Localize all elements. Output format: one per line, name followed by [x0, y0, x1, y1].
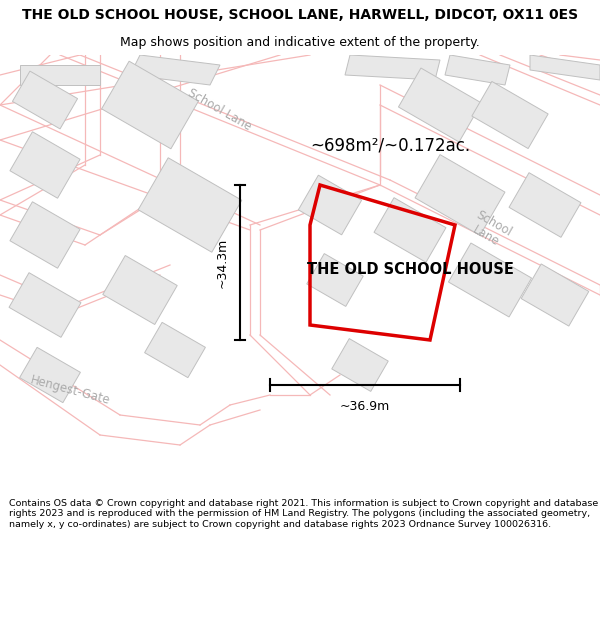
Polygon shape — [307, 254, 363, 306]
Polygon shape — [9, 272, 81, 338]
Polygon shape — [472, 81, 548, 149]
Polygon shape — [415, 154, 505, 236]
Polygon shape — [345, 55, 440, 80]
Text: Contains OS data © Crown copyright and database right 2021. This information is : Contains OS data © Crown copyright and d… — [9, 499, 598, 529]
Polygon shape — [374, 198, 446, 262]
Polygon shape — [145, 322, 205, 378]
Polygon shape — [10, 132, 80, 198]
Text: THE OLD SCHOOL HOUSE, SCHOOL LANE, HARWELL, DIDCOT, OX11 0ES: THE OLD SCHOOL HOUSE, SCHOOL LANE, HARWE… — [22, 8, 578, 22]
Polygon shape — [448, 243, 532, 317]
Text: ~36.9m: ~36.9m — [340, 401, 390, 414]
Polygon shape — [530, 55, 600, 80]
Polygon shape — [332, 339, 388, 391]
Polygon shape — [445, 55, 510, 85]
Polygon shape — [398, 68, 482, 142]
Polygon shape — [509, 173, 581, 238]
Polygon shape — [101, 61, 199, 149]
Polygon shape — [130, 55, 220, 85]
Text: Map shows position and indicative extent of the property.: Map shows position and indicative extent… — [120, 36, 480, 49]
Polygon shape — [10, 202, 80, 268]
Polygon shape — [13, 71, 77, 129]
Polygon shape — [20, 348, 80, 403]
Polygon shape — [521, 264, 589, 326]
Polygon shape — [103, 256, 177, 324]
Polygon shape — [138, 158, 242, 252]
Text: THE OLD SCHOOL HOUSE: THE OLD SCHOOL HOUSE — [307, 262, 514, 278]
Polygon shape — [298, 175, 362, 235]
Text: ~34.3m: ~34.3m — [215, 238, 229, 288]
Text: School
Lane: School Lane — [466, 208, 514, 252]
Text: ~698m²/~0.172ac.: ~698m²/~0.172ac. — [310, 136, 470, 154]
Text: School Lane: School Lane — [186, 87, 254, 133]
Polygon shape — [20, 65, 100, 85]
Text: Hengest-Gate: Hengest-Gate — [29, 373, 112, 407]
